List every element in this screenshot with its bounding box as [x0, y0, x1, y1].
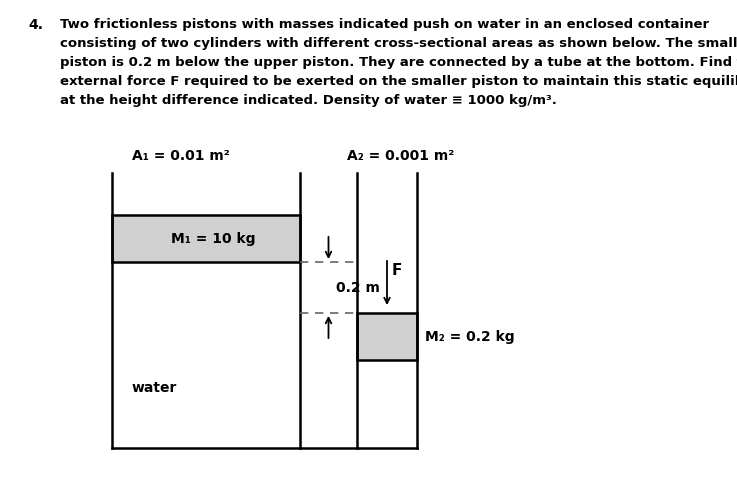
Bar [112, 215, 300, 262]
Text: water: water [132, 381, 178, 395]
Text: 4.: 4. [28, 18, 43, 32]
Text: piston is 0.2 m below the upper piston. They are connected by a tube at the bott: piston is 0.2 m below the upper piston. … [60, 56, 737, 69]
Text: F: F [392, 263, 402, 278]
Text: A₁ = 0.01 m²: A₁ = 0.01 m² [132, 149, 230, 163]
Bar [357, 313, 417, 360]
Text: at the height difference indicated. Density of water ≡ 1000 kg/m³.: at the height difference indicated. Dens… [60, 94, 557, 107]
Text: 0.2 m: 0.2 m [337, 280, 380, 295]
Text: external force F required to be exerted on the smaller piston to maintain this s: external force F required to be exerted … [60, 75, 737, 88]
Text: consisting of two cylinders with different cross-sectional areas as shown below.: consisting of two cylinders with differe… [60, 37, 737, 50]
Text: Two frictionless pistons with masses indicated push on water in an enclosed cont: Two frictionless pistons with masses ind… [60, 18, 709, 31]
Text: A₂ = 0.001 m²: A₂ = 0.001 m² [347, 149, 454, 163]
Text: M₂ = 0.2 kg: M₂ = 0.2 kg [425, 329, 514, 344]
Text: M₁ = 10 kg: M₁ = 10 kg [171, 231, 256, 245]
